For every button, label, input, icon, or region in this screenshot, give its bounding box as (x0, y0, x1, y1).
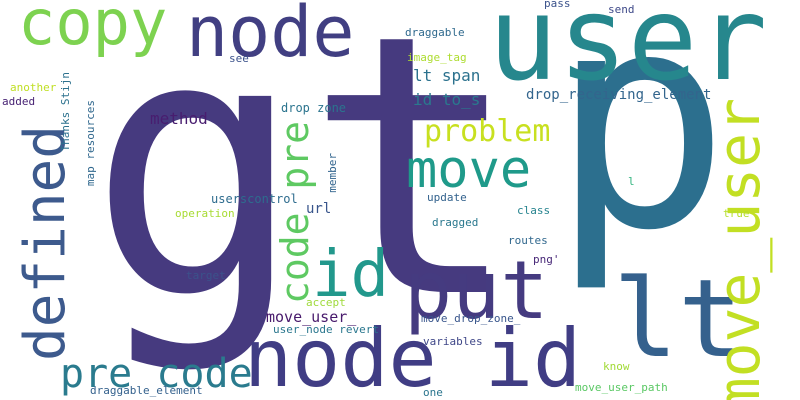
word-problem: problem (424, 114, 551, 149)
word-know: know (603, 360, 630, 373)
word-map-resources: map resources (84, 100, 97, 187)
word-move-user-underscore: move_user_ (266, 308, 357, 326)
word-method: method (150, 109, 208, 128)
word-move-user: move_user (705, 98, 773, 400)
word-user-node-revert: user_node revert (273, 323, 379, 336)
word-accept: accept (306, 296, 346, 309)
word-copy: copy (18, 0, 168, 59)
word-gt: gt (88, 0, 522, 377)
word-node: node (186, 0, 355, 73)
word-id: id (312, 238, 390, 312)
word-drop-zone: drop zone (281, 101, 347, 115)
word-one: one (423, 386, 443, 399)
word-move-drop-zone: move_drop_zone_ (421, 312, 521, 325)
word-png: png' (533, 253, 560, 266)
word-routes: routes (508, 234, 548, 247)
word-move-user-path: move_user_path (575, 381, 668, 394)
word-drop-receiving-element: drop_receiving_element (526, 87, 712, 103)
word-true: true (723, 207, 750, 220)
word-l: l (628, 175, 635, 188)
word-put: put (404, 244, 549, 337)
word-dragged: dragged (432, 216, 479, 229)
word-id-to-s: id to_s (413, 90, 481, 109)
word-move: move (406, 140, 532, 200)
word-see: see (229, 52, 249, 65)
word-member: member (326, 153, 339, 193)
word-user: user (488, 0, 768, 107)
word-send: send (608, 3, 635, 16)
word-update: update (427, 191, 467, 204)
word-added: added (2, 95, 36, 108)
word-draggable-element: draggable_element (90, 384, 203, 397)
word-lt: lt (613, 257, 744, 382)
word-pass: pass (544, 0, 571, 10)
word-another: another (10, 81, 57, 94)
word-operation: operation (175, 207, 235, 220)
word-lt-span: lt span (413, 66, 481, 85)
word-pre-code: pre code (60, 351, 253, 397)
word-image-tag: image_tag (407, 51, 467, 64)
word-variables: variables (423, 335, 483, 348)
word-defined: defined (13, 125, 78, 362)
word-url: url (306, 201, 332, 217)
word-draggable: draggable (405, 26, 465, 39)
word-userscontrol: userscontrol (211, 192, 298, 206)
word-thanks-stijn: Thanks Stijn (59, 72, 72, 152)
word-p: p (550, 0, 731, 296)
word-node-id: node id (244, 312, 582, 400)
word-target: target (186, 269, 226, 282)
word-class: class (517, 204, 551, 217)
